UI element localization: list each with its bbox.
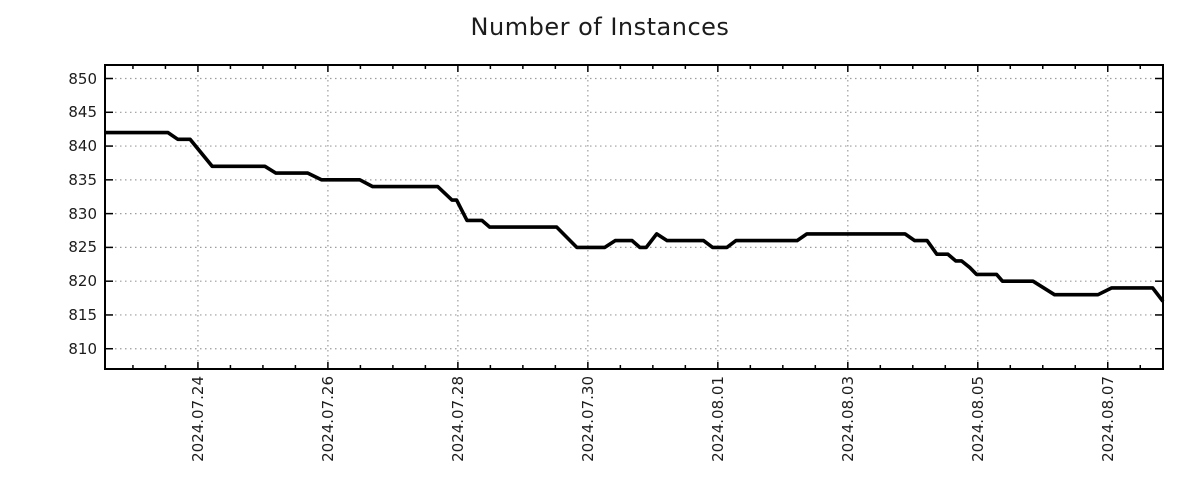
plot-frame bbox=[104, 64, 1164, 370]
y-tick-label: 810 bbox=[68, 339, 97, 358]
x-tick-label: 2024.07.24 bbox=[188, 376, 207, 462]
y-tick-label: 845 bbox=[68, 103, 97, 122]
y-tick-label: 825 bbox=[68, 238, 97, 257]
y-tick-label: 835 bbox=[68, 170, 97, 189]
chart-title: Number of Instances bbox=[470, 13, 730, 41]
x-tick-label: 2024.08.07 bbox=[1098, 376, 1117, 462]
y-tick-label: 840 bbox=[68, 137, 97, 156]
x-tick-label: 2024.07.30 bbox=[578, 376, 597, 462]
data-line-instances bbox=[105, 130, 1165, 303]
x-tick-label: 2024.07.28 bbox=[448, 376, 467, 462]
y-tick-label: 820 bbox=[68, 272, 97, 291]
y-tick-label: 815 bbox=[68, 305, 97, 324]
y-tick-label: 830 bbox=[68, 204, 97, 223]
x-tick-label: 2024.08.01 bbox=[708, 376, 727, 462]
y-tick-label: 850 bbox=[68, 69, 97, 88]
x-tick-label: 2024.07.26 bbox=[318, 376, 337, 462]
x-tick-label: 2024.08.03 bbox=[838, 376, 857, 462]
x-tick-label: 2024.08.05 bbox=[968, 376, 987, 462]
